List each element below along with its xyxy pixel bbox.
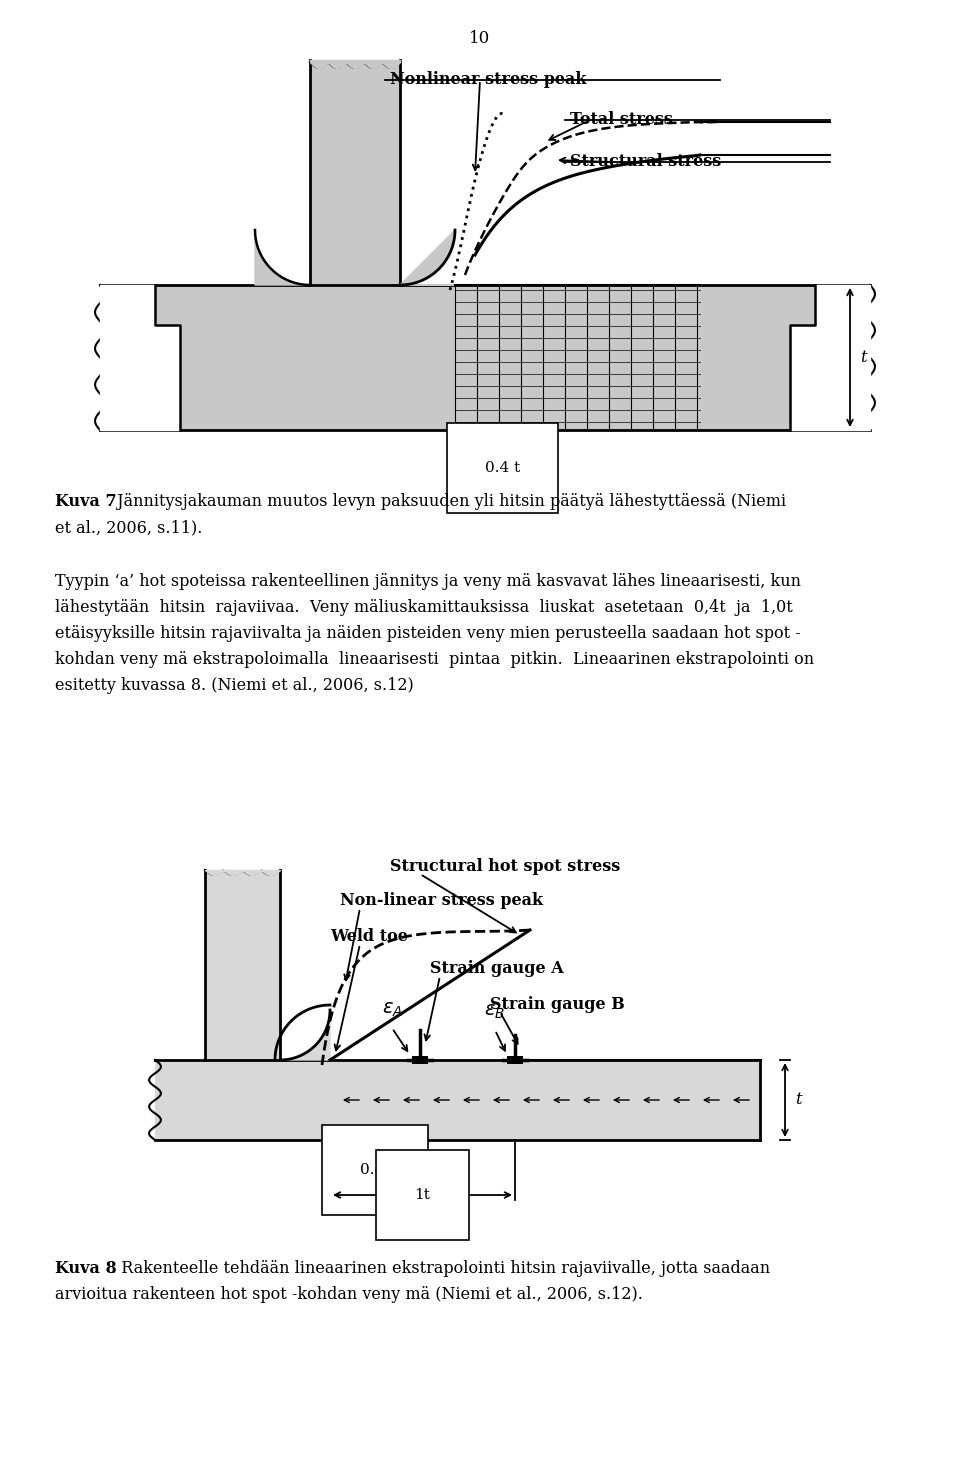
- Text: arvioitua rakenteen hot spot -kohdan veny mä (Niemi et al., 2006, s.12).: arvioitua rakenteen hot spot -kohdan ven…: [55, 1286, 643, 1304]
- Polygon shape: [255, 230, 310, 284]
- Text: t: t: [795, 1091, 802, 1109]
- Text: etäisyyksille hitsin rajaviivalta ja näiden pisteiden veny mien perusteella saad: etäisyyksille hitsin rajaviivalta ja näi…: [55, 625, 801, 642]
- Text: 0.4t: 0.4t: [360, 1164, 390, 1177]
- Text: $\varepsilon_B$: $\varepsilon_B$: [485, 1003, 506, 1021]
- Text: . Rakenteelle tehdään lineaarinen ekstrapolointi hitsin rajaviivalle, jotta saad: . Rakenteelle tehdään lineaarinen ekstra…: [111, 1259, 770, 1277]
- Bar: [507, 1056, 523, 1064]
- Text: Structural stress: Structural stress: [570, 153, 721, 171]
- Bar: [155, 1061, 760, 1140]
- Text: Total stress: Total stress: [570, 112, 673, 128]
- Text: 1t: 1t: [415, 1189, 430, 1202]
- Polygon shape: [790, 284, 870, 430]
- Polygon shape: [280, 1010, 330, 1061]
- Text: Kuva 8: Kuva 8: [55, 1259, 117, 1277]
- Text: kohdan veny mä ekstrapoloimalla  lineaarisesti  pintaa  pitkin.  Lineaarinen eks: kohdan veny mä ekstrapoloimalla lineaari…: [55, 651, 814, 667]
- Bar: [205, 871, 280, 1061]
- Text: 10: 10: [469, 29, 491, 47]
- Text: et al., 2006, s.11).: et al., 2006, s.11).: [55, 518, 203, 536]
- Polygon shape: [100, 284, 180, 430]
- Text: Tyypin ‘a’ hot spoteissa rakenteellinen jännitys ja veny mä kasvavat lähes linea: Tyypin ‘a’ hot spoteissa rakenteellinen …: [55, 573, 801, 591]
- Text: Nonlinear stress peak: Nonlinear stress peak: [390, 72, 587, 88]
- Text: t: t: [860, 349, 867, 365]
- Text: Weld toe: Weld toe: [330, 928, 408, 946]
- Text: $\varepsilon_A$: $\varepsilon_A$: [381, 1000, 402, 1019]
- Text: lähestytään  hitsin  rajaviivaa.  Veny mäliuskamittauksissa  liuskat  asetetaan : lähestytään hitsin rajaviivaa. Veny mäli…: [55, 600, 793, 616]
- Bar: [412, 1056, 428, 1064]
- Text: 0.4 t: 0.4 t: [485, 461, 520, 474]
- Bar: [310, 60, 400, 284]
- Polygon shape: [400, 230, 455, 284]
- Text: Kuva 7: Kuva 7: [55, 493, 116, 510]
- Text: Structural hot spot stress: Structural hot spot stress: [390, 857, 620, 875]
- Bar: [100, 284, 870, 430]
- Text: Non-linear stress peak: Non-linear stress peak: [340, 893, 543, 909]
- Text: esitetty kuvassa 8. (Niemi et al., 2006, s.12): esitetty kuvassa 8. (Niemi et al., 2006,…: [55, 678, 414, 694]
- Text: Strain gauge B: Strain gauge B: [490, 996, 625, 1013]
- Text: Strain gauge A: Strain gauge A: [430, 960, 564, 977]
- Text: . Jännitysjakauman muutos levyn paksuuden yli hitsin päätyä lähestyttäessä (Niem: . Jännitysjakauman muutos levyn paksuude…: [107, 493, 786, 510]
